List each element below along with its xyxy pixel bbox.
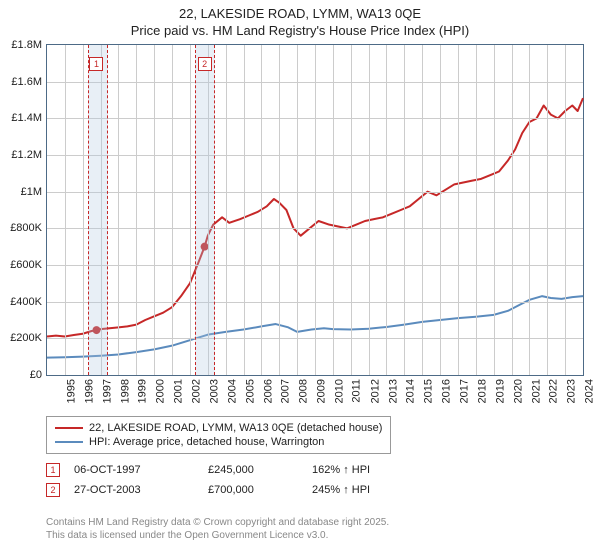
grid-line-x xyxy=(65,45,66,375)
xtick-label: 1999 xyxy=(137,379,149,403)
ytick-label: £1.2M xyxy=(11,149,47,161)
xtick-label: 2018 xyxy=(476,379,488,403)
grid-line-x xyxy=(369,45,370,375)
attribution-text: Contains HM Land Registry data © Crown c… xyxy=(46,516,389,542)
legend-row: HPI: Average price, detached house, Warr… xyxy=(55,435,382,449)
xtick-label: 2022 xyxy=(548,379,560,403)
ytick-label: £1.4M xyxy=(11,112,47,124)
grid-line-x xyxy=(172,45,173,375)
legend-label-price-paid: 22, LAKESIDE ROAD, LYMM, WA13 0QE (detac… xyxy=(89,422,382,434)
grid-line-x xyxy=(512,45,513,375)
sale-index-marker: 1 xyxy=(46,463,60,477)
sale-band xyxy=(88,45,108,375)
ytick-label: £200K xyxy=(10,332,47,344)
grid-line-x xyxy=(226,45,227,375)
sale-date: 06-OCT-1997 xyxy=(74,464,194,476)
xtick-label: 1998 xyxy=(119,379,131,403)
grid-line-x xyxy=(529,45,530,375)
grid-line-x xyxy=(440,45,441,375)
title-line2: Price paid vs. HM Land Registry's House … xyxy=(131,23,469,38)
xtick-label: 2000 xyxy=(155,379,167,403)
grid-line-x xyxy=(476,45,477,375)
grid-line-x xyxy=(297,45,298,375)
xtick-label: 2014 xyxy=(405,379,417,403)
xtick-label: 2008 xyxy=(298,379,310,403)
ytick-label: £1M xyxy=(21,186,47,198)
sales-table: 1 06-OCT-1997 £245,000 162% ↑ HPI 2 27-O… xyxy=(46,460,412,500)
xtick-label: 1996 xyxy=(83,379,95,403)
xtick-label: 2021 xyxy=(530,379,542,403)
grid-line-x xyxy=(190,45,191,375)
sale-price: £245,000 xyxy=(208,464,298,476)
xtick-label: 2024 xyxy=(584,379,596,403)
grid-line-x xyxy=(315,45,316,375)
table-row: 1 06-OCT-1997 £245,000 162% ↑ HPI xyxy=(46,460,412,480)
xtick-label: 2012 xyxy=(369,379,381,403)
chart-container: 22, LAKESIDE ROAD, LYMM, WA13 0QE Price … xyxy=(0,0,600,560)
grid-line-x xyxy=(261,45,262,375)
grid-line-x xyxy=(547,45,548,375)
grid-line-x xyxy=(422,45,423,375)
chart-title: 22, LAKESIDE ROAD, LYMM, WA13 0QE Price … xyxy=(0,0,600,40)
legend-swatch-hpi xyxy=(55,441,83,443)
attribution-line2: This data is licensed under the Open Gov… xyxy=(46,530,328,541)
xtick-label: 2003 xyxy=(208,379,220,403)
grid-line-x xyxy=(154,45,155,375)
xtick-label: 2013 xyxy=(387,379,399,403)
xtick-label: 1995 xyxy=(65,379,77,403)
xtick-label: 2017 xyxy=(459,379,471,403)
xtick-label: 2020 xyxy=(512,379,524,403)
xtick-label: 2001 xyxy=(173,379,185,403)
title-line1: 22, LAKESIDE ROAD, LYMM, WA13 0QE xyxy=(179,6,421,21)
grid-line-x xyxy=(136,45,137,375)
attribution-line1: Contains HM Land Registry data © Crown c… xyxy=(46,517,389,528)
grid-line-x xyxy=(279,45,280,375)
sale-date: 27-OCT-2003 xyxy=(74,484,194,496)
xtick-label: 2015 xyxy=(423,379,435,403)
table-row: 2 27-OCT-2003 £700,000 245% ↑ HPI xyxy=(46,480,412,500)
sale-hpi-delta: 162% ↑ HPI xyxy=(312,464,412,476)
xtick-label: 2005 xyxy=(244,379,256,403)
plot-area: £0£200K£400K£600K£800K£1M£1.2M£1.4M£1.6M… xyxy=(46,44,584,376)
legend-label-hpi: HPI: Average price, detached house, Warr… xyxy=(89,436,324,448)
ytick-label: £1.8M xyxy=(11,39,47,51)
ytick-label: £800K xyxy=(10,222,47,234)
xtick-label: 2023 xyxy=(566,379,578,403)
sale-hpi-delta: 245% ↑ HPI xyxy=(312,484,412,496)
grid-line-x xyxy=(458,45,459,375)
legend-box: 22, LAKESIDE ROAD, LYMM, WA13 0QE (detac… xyxy=(46,416,391,454)
legend-swatch-price-paid xyxy=(55,427,83,429)
ytick-label: £600K xyxy=(10,259,47,271)
grid-line-x xyxy=(386,45,387,375)
grid-line-x xyxy=(83,45,84,375)
legend-row: 22, LAKESIDE ROAD, LYMM, WA13 0QE (detac… xyxy=(55,421,382,435)
grid-line-x xyxy=(404,45,405,375)
grid-line-x xyxy=(351,45,352,375)
grid-line-x xyxy=(244,45,245,375)
sale-price: £700,000 xyxy=(208,484,298,496)
ytick-label: £1.6M xyxy=(11,76,47,88)
xtick-label: 2011 xyxy=(351,379,363,403)
grid-line-x xyxy=(333,45,334,375)
sale-index-marker: 2 xyxy=(46,483,60,497)
sale-marker: 1 xyxy=(89,57,103,71)
xtick-label: 2009 xyxy=(316,379,328,403)
grid-line-x xyxy=(565,45,566,375)
xtick-label: 2016 xyxy=(441,379,453,403)
grid-line-x xyxy=(494,45,495,375)
xtick-label: 1997 xyxy=(101,379,113,403)
sale-band xyxy=(195,45,215,375)
xtick-label: 2002 xyxy=(191,379,203,403)
sale-marker: 2 xyxy=(198,57,212,71)
xtick-label: 2010 xyxy=(333,379,345,403)
xtick-label: 2006 xyxy=(262,379,274,403)
ytick-label: £400K xyxy=(10,296,47,308)
xtick-label: 2007 xyxy=(280,379,292,403)
grid-line-x xyxy=(118,45,119,375)
ytick-label: £0 xyxy=(30,369,47,381)
xtick-label: 2019 xyxy=(494,379,506,403)
xtick-label: 2004 xyxy=(226,379,238,403)
